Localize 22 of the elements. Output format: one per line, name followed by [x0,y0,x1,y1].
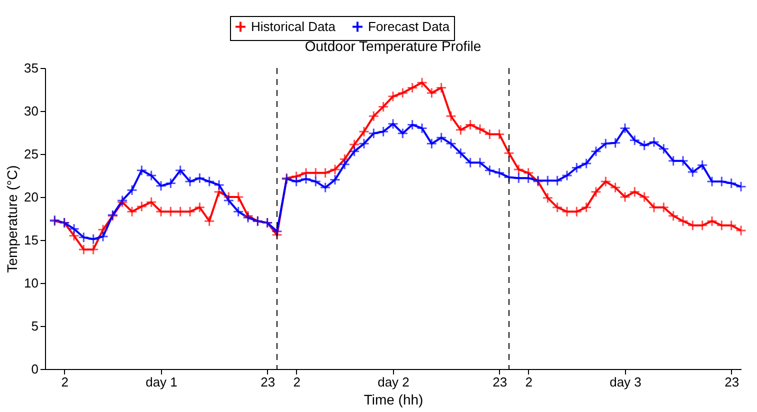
x-tick-label: 2 [61,374,68,390]
y-tick-label: 35 [24,60,38,76]
legend-label: Forecast Data [368,18,450,34]
y-tick-label: 15 [24,232,38,248]
x-tick-label: day 2 [378,374,410,390]
y-tick-label: 20 [24,190,38,204]
chart-title: Outdoor Temperature Profile [304,38,482,54]
y-tick-label: 25 [24,146,38,162]
x-tick-label: 2 [293,374,300,390]
y-tick-label: 0 [31,362,38,376]
y-axis-title: Temperature (°C) [4,165,20,273]
y-tick-label: 5 [31,318,38,334]
y-tick-label: 10 [24,276,38,290]
legend-label: Historical Data [251,18,336,34]
x-axis-title: Time (hh) [364,392,424,408]
y-tick-label: 30 [24,104,38,118]
x-tick-label: 2 [525,374,532,390]
x-tick-label: 23 [724,374,740,390]
x-tick-label: 23 [492,374,508,390]
x-tick-label: day 1 [146,374,178,390]
x-tick-label: 23 [260,374,276,390]
x-tick-label: day 3 [610,374,642,390]
